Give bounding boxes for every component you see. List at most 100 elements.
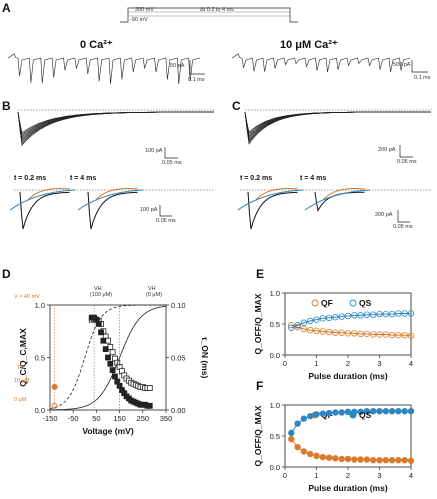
data-point — [388, 408, 396, 415]
panel-a-label: A — [2, 1, 11, 15]
data-point — [319, 315, 326, 322]
scalebar-c: 200 pA 0.05 ms — [378, 145, 417, 165]
data-point — [376, 408, 383, 415]
protocol-step-label: 200 mV — [135, 7, 154, 13]
x-tick-label: 0 — [283, 471, 287, 480]
x-tick-label: 50 — [92, 414, 100, 423]
y-right-axis-label: τ_ON (ms) — [200, 337, 210, 379]
data-point — [357, 330, 364, 338]
y-tick-label: 0.5 — [35, 354, 45, 363]
traces-0ca — [7, 53, 201, 84]
data-point — [344, 408, 352, 416]
data-point — [370, 331, 377, 338]
tf-0um-point — [51, 402, 58, 409]
x-tick-label: 2 — [346, 359, 350, 368]
b-fit-4-fit-fast — [95, 188, 139, 201]
scale-b2-x: 0.05 ms — [156, 218, 176, 224]
data-point — [319, 410, 326, 417]
data-point — [395, 408, 402, 415]
data-point — [319, 453, 326, 461]
c-t2-label: t = 4 ms — [300, 175, 326, 182]
x-tick-label: 2 — [346, 471, 350, 480]
y-tick-label: 0.0 — [35, 406, 45, 415]
series-line — [291, 324, 412, 337]
data-point — [325, 314, 333, 321]
scalebar-c2: 200 pA 0.05 ms — [375, 210, 413, 230]
data-point — [382, 331, 389, 338]
y-tick-label: 0.5 — [270, 320, 280, 329]
data-point — [288, 429, 295, 437]
data-point — [363, 456, 371, 463]
data-point — [313, 327, 320, 335]
b-fit-02-fit-slow — [9, 189, 76, 211]
panel-a-right-title: 10 μM Ca²⁺ — [280, 39, 338, 51]
chart-e: 0 1 2 3 4 0.0 0.5 1.0 Pulse duration (ms) Q_OFF/Q… — [253, 289, 415, 381]
b-fit-4-fit-slow — [77, 189, 144, 211]
data-point — [395, 331, 402, 339]
data-point — [388, 456, 396, 464]
data-point — [95, 320, 102, 327]
data-point — [332, 409, 339, 416]
data-point — [313, 452, 320, 460]
data-point — [300, 325, 308, 333]
plot-frame — [284, 292, 412, 356]
data-point — [344, 330, 352, 337]
d-vh1-label: VH — [94, 286, 102, 292]
data-point — [294, 443, 301, 451]
b-trace — [17, 111, 214, 145]
c-trace — [244, 111, 431, 143]
data-point — [307, 327, 314, 334]
chart-d: -150 -50 50 150 250 350 0.0 0.5 1.0 Voltage (mV) Q… — [18, 301, 210, 436]
d-vh2-label: VH — [148, 286, 156, 292]
panel-f-label: F — [256, 379, 263, 393]
y-tick-label: 0.0 — [270, 463, 280, 472]
y-right-tick-label: 0.10 — [171, 301, 186, 310]
c-trace — [244, 111, 431, 144]
data-point — [294, 420, 301, 427]
data-point — [407, 332, 415, 339]
c-trace — [244, 111, 431, 141]
scale-c2-x: 0.05 ms — [393, 224, 413, 230]
traces-b-fits — [9, 188, 215, 230]
data-point — [146, 402, 153, 409]
data-point — [325, 454, 333, 461]
data-point — [382, 408, 389, 415]
data-point — [307, 412, 314, 420]
scalebar-a-left: 50 pA 0.1 ms — [170, 60, 205, 83]
protocol-increment-label: Δt 0.2 to 4 ms — [200, 7, 234, 13]
x-tick-label: -50 — [68, 414, 79, 423]
scale-a-left-y: 50 pA — [170, 63, 185, 69]
c-t1-label: t = 0.2 ms — [240, 175, 272, 182]
x-tick-label: 350 — [160, 414, 173, 423]
legend-marker — [349, 299, 357, 307]
data-point — [300, 448, 308, 455]
x-tick-label: 4 — [409, 359, 413, 368]
c-fit-02-fit-slow — [237, 189, 304, 211]
data-point — [401, 310, 408, 317]
scalebar-a-right: 500 pA 0.1 ms — [393, 60, 431, 81]
data-point — [107, 360, 114, 367]
data-point — [338, 409, 345, 416]
data-point — [370, 311, 377, 318]
data-point — [376, 310, 383, 318]
data-point — [300, 415, 308, 422]
data-point — [307, 317, 314, 325]
d-vh2-sub: (0 μM) — [146, 292, 162, 298]
data-point — [338, 329, 345, 336]
x-tick-label: 3 — [377, 471, 381, 480]
x-tick-label: 150 — [113, 414, 126, 423]
traces-10ca — [231, 53, 411, 73]
chart-f: 0 1 2 3 4 0.0 0.5 1.0 Pulse duration (ms) Q_OFF/Q… — [253, 401, 415, 493]
scalebar-b: 100 pA 0.05 ms — [145, 147, 182, 166]
data-point — [325, 409, 333, 417]
data-point — [313, 411, 320, 418]
b-fit-4-trace — [87, 191, 138, 230]
data-point — [407, 408, 415, 415]
data-point — [338, 313, 345, 320]
x-tick-label: 3 — [377, 359, 381, 368]
x-axis-label: Voltage (mV) — [82, 426, 133, 436]
d-10um-label: 10 μM — [14, 378, 30, 384]
data-point — [344, 312, 352, 320]
trace-10ca — [231, 53, 411, 73]
scale-b-x: 0.05 ms — [162, 160, 182, 166]
